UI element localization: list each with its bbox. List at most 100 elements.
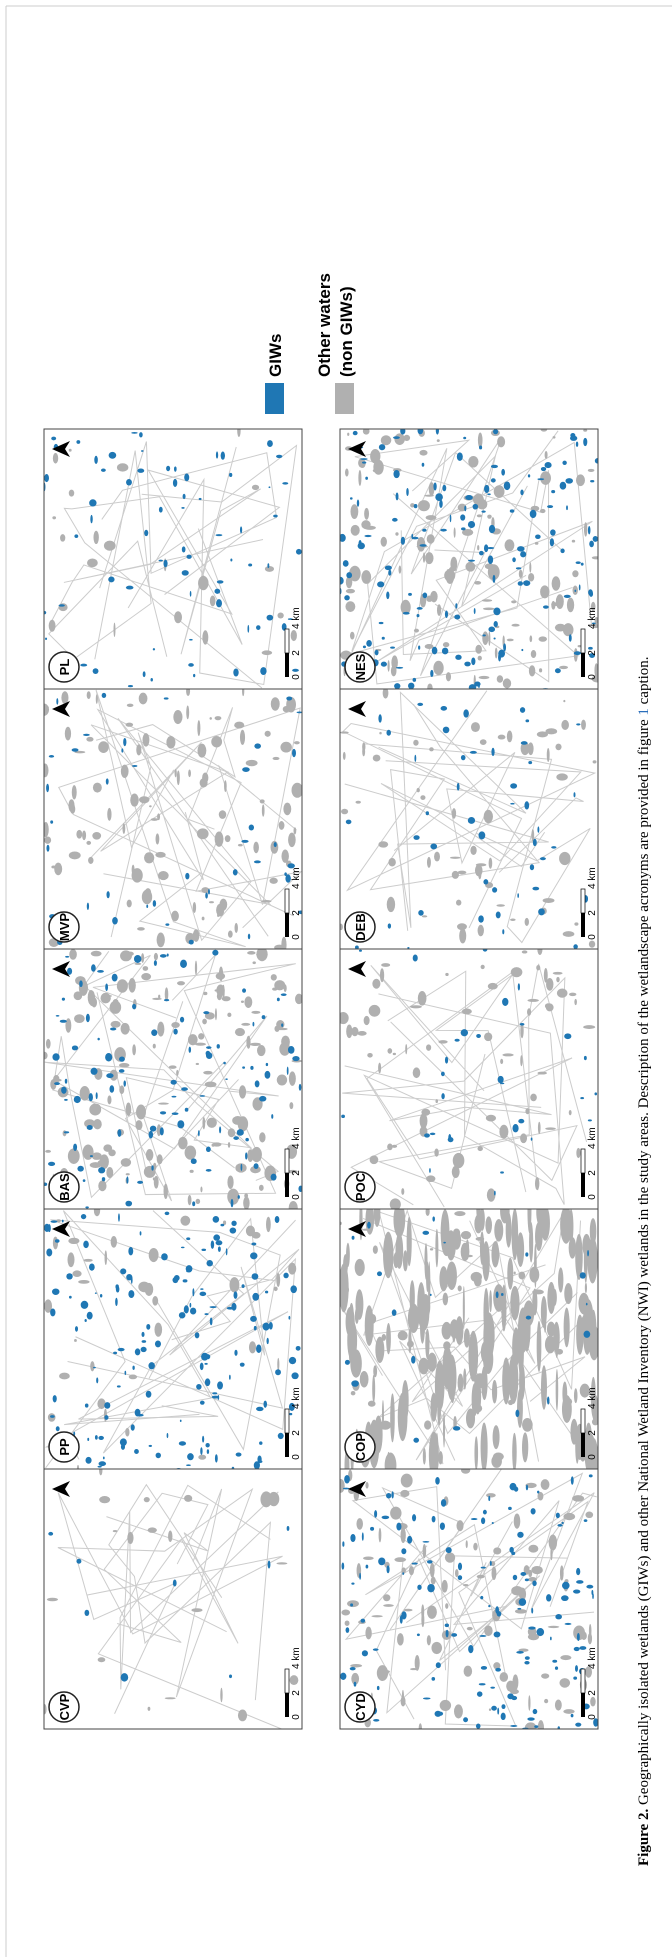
other-water: [372, 1375, 375, 1403]
giw: [85, 1319, 87, 1322]
other-water: [510, 919, 516, 921]
giw: [396, 1523, 401, 1531]
giw: [533, 839, 537, 846]
giw: [76, 1559, 81, 1564]
giw: [528, 1626, 536, 1629]
giw: [377, 581, 384, 587]
giw: [468, 817, 475, 824]
other-water: [472, 1383, 478, 1416]
other-water: [420, 795, 425, 800]
giw: [217, 1381, 223, 1389]
giw: [193, 674, 195, 677]
giw: [385, 565, 392, 570]
giw: [375, 650, 379, 656]
giw: [267, 615, 274, 621]
other-water: [477, 499, 487, 509]
giw: [48, 1224, 51, 1232]
giw: [494, 1191, 496, 1196]
giw: [102, 1177, 105, 1181]
other-water: [527, 999, 539, 1002]
giw: [180, 1017, 184, 1023]
giw: [153, 648, 155, 650]
other-water: [500, 1059, 503, 1064]
giw: [525, 1579, 529, 1582]
map-panel: POC024 km: [338, 943, 598, 1210]
other-water: [279, 821, 285, 830]
giw: [504, 481, 511, 490]
other-water: [108, 1149, 115, 1156]
giw: [206, 1046, 211, 1049]
other-water: [426, 515, 437, 520]
giw: [273, 515, 278, 518]
giw: [216, 599, 222, 607]
giw: [433, 482, 436, 490]
scale-label: 2: [587, 650, 598, 656]
other-water: [271, 697, 280, 711]
giw: [96, 1377, 98, 1383]
giw: [234, 1350, 237, 1356]
other-water: [113, 623, 115, 637]
giw: [531, 1608, 533, 1614]
other-water: [365, 1305, 374, 1346]
giw: [72, 1045, 78, 1050]
giw: [271, 1114, 273, 1119]
giw: [394, 683, 400, 689]
giw: [184, 474, 189, 482]
giw: [521, 741, 528, 745]
other-water: [202, 1019, 207, 1025]
other-water: [517, 1389, 523, 1428]
other-water: [492, 1380, 497, 1404]
giw: [93, 1367, 96, 1369]
giw: [401, 1548, 406, 1554]
giw: [493, 607, 500, 615]
giw: [464, 662, 470, 667]
other-water: [393, 1053, 396, 1055]
other-water: [281, 850, 288, 863]
other-water: [266, 1217, 271, 1232]
giw: [547, 505, 553, 508]
other-water: [381, 435, 392, 445]
giw: [250, 1066, 253, 1070]
rotated-figure: GIWs Other waters (non GIWs) Figure 2. G…: [39, 273, 652, 1866]
other-water: [197, 720, 200, 736]
other-water: [584, 522, 587, 536]
other-water: [407, 1341, 414, 1348]
other-water: [92, 832, 101, 840]
giw: [106, 778, 109, 784]
giw: [571, 1476, 574, 1485]
giw: [140, 1231, 142, 1235]
giw: [231, 1303, 236, 1311]
giw: [453, 1426, 460, 1431]
other-water: [365, 1627, 371, 1640]
giw: [256, 625, 260, 630]
giw: [490, 1561, 492, 1566]
giw: [148, 1362, 155, 1369]
giw: [590, 480, 594, 482]
other-water: [381, 537, 387, 547]
other-water: [130, 794, 139, 807]
giw: [412, 1563, 418, 1565]
giw: [501, 1293, 504, 1296]
other-water: [377, 1665, 388, 1681]
other-water: [529, 562, 531, 572]
giw: [498, 1076, 504, 1083]
other-water: [372, 979, 380, 989]
giw: [518, 983, 520, 990]
giw: [525, 1252, 528, 1256]
other-water: [556, 773, 567, 780]
giw: [340, 1673, 346, 1680]
giw: [551, 846, 556, 849]
other-water: [401, 1474, 413, 1488]
figure-link[interactable]: 1: [636, 708, 652, 716]
giw: [142, 1340, 147, 1343]
other-water: [429, 482, 435, 496]
giw: [458, 1563, 462, 1571]
other-water: [517, 1232, 524, 1267]
giw: [98, 1466, 102, 1468]
giw: [357, 499, 359, 506]
giw: [535, 534, 541, 539]
other-water: [507, 1258, 513, 1290]
other-water: [202, 773, 208, 784]
other-water: [481, 1422, 488, 1472]
giw: [62, 998, 65, 1001]
